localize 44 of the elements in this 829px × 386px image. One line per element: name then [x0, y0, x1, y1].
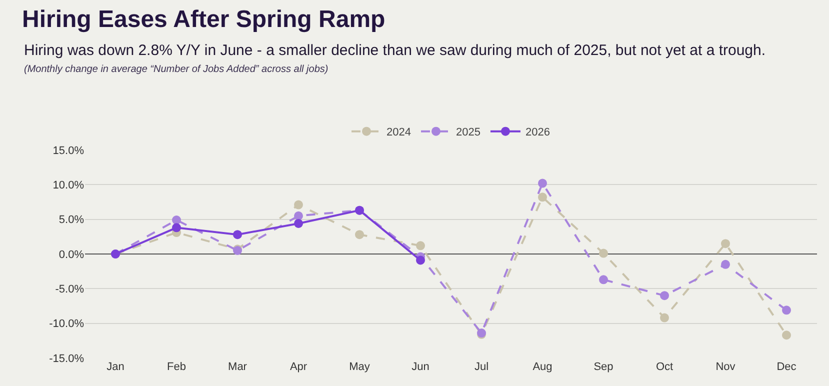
- point: [538, 178, 547, 188]
- y-tick-label: -5.0%: [55, 284, 84, 296]
- x-tick-label: Oct: [656, 361, 674, 373]
- chart-subtitle: Hiring was down 2.8% Y/Y in June - a smaller decline than we saw during much of 2025, but not yet at a trough.: [24, 42, 766, 59]
- x-tick-label: Nov: [716, 361, 736, 373]
- point: [721, 239, 730, 248]
- point: [294, 211, 303, 220]
- text: (Monthly change in average “Number of Jobs Added” across all jobs): [24, 64, 328, 75]
- chart-title: Hiring Eases After Spring Ramp: [22, 6, 386, 33]
- point: [599, 248, 608, 258]
- x-tick-label: Mar: [228, 361, 248, 373]
- x-tick-label: Aug: [532, 361, 552, 373]
- x-tick-label: May: [349, 361, 370, 373]
- point: [294, 218, 303, 228]
- x-tick-label: Sep: [594, 361, 614, 373]
- point: [172, 216, 181, 225]
- point: [721, 260, 730, 269]
- x-tick-label: Dec: [776, 361, 797, 373]
- x-tick-label: Jul: [474, 361, 489, 373]
- point: [172, 223, 181, 232]
- legend-label: 2024: [386, 126, 411, 139]
- point: [416, 241, 425, 250]
- y-tick-label: 5.0%: [58, 214, 84, 226]
- y-tick-label: -15.0%: [49, 352, 84, 365]
- x-tick-label: Jun: [412, 361, 430, 373]
- point: [599, 275, 608, 284]
- y-tick-label: -10.0%: [49, 318, 84, 330]
- point: [660, 313, 669, 322]
- point: [294, 200, 303, 210]
- y-tick-label: 15.0%: [52, 144, 84, 157]
- x-tick-label: Feb: [167, 361, 186, 373]
- y-tick-label: 0.0%: [58, 248, 84, 261]
- point: [416, 256, 425, 265]
- point: [782, 306, 791, 315]
- point: [660, 291, 669, 300]
- point: [233, 230, 242, 240]
- point: [355, 230, 364, 240]
- legend-label: 2025: [456, 126, 480, 139]
- point: [538, 192, 547, 202]
- x-tick-label: Jan: [106, 361, 124, 373]
- legend-label: 2026: [525, 126, 550, 139]
- x-tick-label: Apr: [290, 361, 308, 373]
- y-tick-label: 10.0%: [52, 180, 84, 192]
- point: [782, 330, 791, 340]
